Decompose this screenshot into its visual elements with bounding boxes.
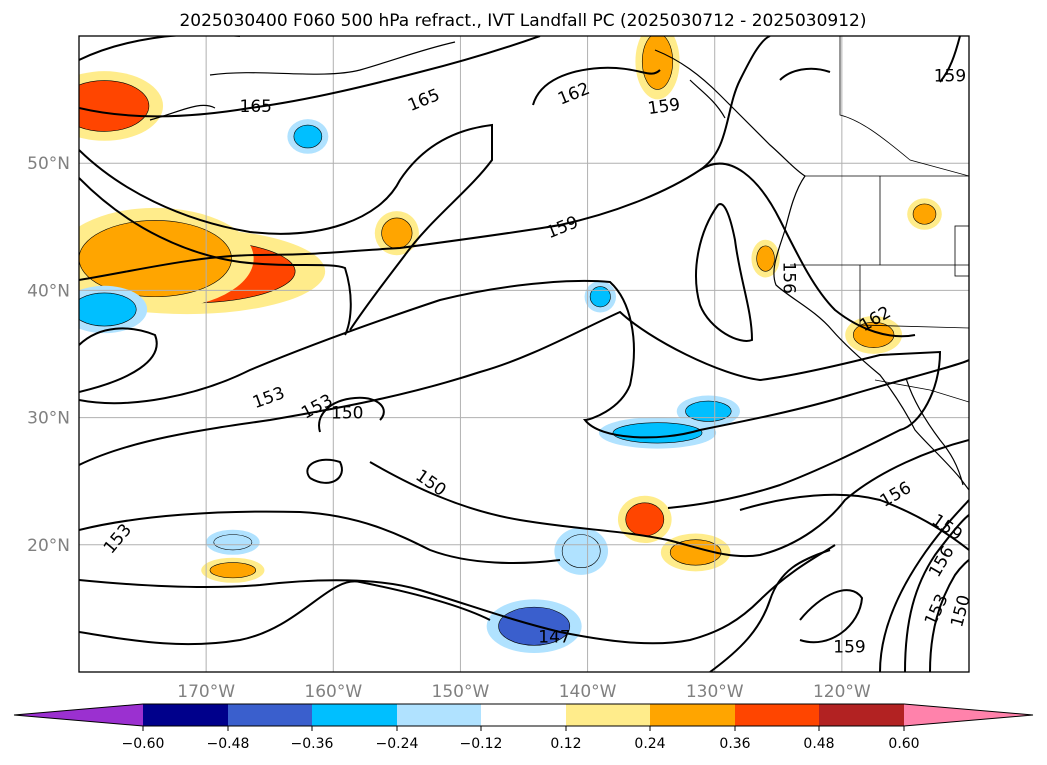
contour-label: 150 [412, 466, 450, 501]
x-tick-label: 120°W [813, 682, 871, 702]
colorbar-swatch [735, 704, 819, 726]
y-tick-label: 20°N [27, 536, 70, 556]
shaded-region [561, 534, 601, 568]
contour-label: 165 [240, 97, 272, 117]
contour-label: 162 [967, 58, 992, 93]
svg-text:165: 165 [405, 85, 443, 116]
contour-label: 159 [833, 638, 865, 658]
contour-label: 159 [968, 418, 998, 455]
contour-label: 147 [538, 627, 570, 647]
x-tick-labels: 170°W 160°W 150°W 140°W 130°W 120°W [177, 682, 871, 702]
colorbar-tick-label: −0.60 [122, 736, 165, 752]
shaded-region [625, 502, 665, 537]
colorbar-swatch [143, 704, 228, 726]
colorbar-swatch [14, 704, 143, 726]
colorbar-tick-label: 0.60 [888, 736, 919, 752]
svg-text:153: 153 [100, 520, 136, 558]
y-tick-label: 30°N [27, 409, 70, 429]
contour-label: 153 [250, 383, 287, 413]
contour-label: 159 [544, 212, 582, 243]
colorbar-swatch [819, 704, 904, 726]
colorbar-swatch [904, 704, 1033, 726]
svg-text:159: 159 [934, 66, 966, 86]
gridlines [79, 36, 969, 672]
svg-text:153: 153 [250, 383, 287, 413]
y-tick-label: 40°N [27, 281, 70, 301]
shaded-region [209, 562, 257, 579]
colorbar-tick-label: −0.12 [460, 736, 503, 752]
svg-text:162: 162 [967, 58, 992, 93]
shaded-region [79, 80, 150, 132]
contour-label: 159 [647, 95, 682, 119]
contour-label: 150 [331, 404, 363, 424]
colorbar-tick-label: 0.48 [803, 736, 834, 752]
colorbar-tick-label: 0.24 [634, 736, 665, 752]
svg-text:159: 159 [833, 638, 865, 658]
shaded-region [641, 36, 674, 90]
colorbar-swatch [312, 704, 397, 726]
x-tick-label: 150°W [432, 682, 490, 702]
contour-label: 165 [405, 85, 443, 116]
contour-lines [79, 36, 969, 672]
map-frame [78, 35, 970, 673]
colorbar-tick-label: −0.24 [376, 736, 419, 752]
colorbar-tick-label: 0.36 [719, 736, 750, 752]
svg-text:159: 159 [544, 212, 582, 243]
coastlines [149, 41, 969, 491]
political-borders [790, 36, 969, 403]
svg-text:159: 159 [647, 95, 682, 119]
svg-text:150: 150 [331, 404, 363, 424]
shaded-region [293, 124, 323, 149]
shaded-region [756, 245, 775, 272]
shaded-region [79, 292, 137, 327]
colorbar-swatch [397, 704, 481, 726]
contour-label: 156 [779, 261, 799, 293]
shaded-region [589, 286, 611, 308]
colorbar-tick-label: −0.48 [207, 736, 250, 752]
shaded-region [213, 534, 253, 551]
contour-label: 159 [934, 66, 966, 86]
colorbar-swatch [650, 704, 735, 726]
y-tick-label: 50°N [27, 154, 70, 174]
x-tick-label: 160°W [304, 682, 362, 702]
shaded-region [669, 539, 722, 566]
svg-text:159: 159 [968, 418, 998, 455]
x-tick-label: 170°W [177, 682, 235, 702]
svg-text:156: 156 [925, 543, 959, 581]
chart-title: 2025030400 F060 500 hPa refract., IVT La… [179, 11, 866, 31]
shaded-region [912, 203, 937, 225]
contour-label: 150 [947, 593, 975, 630]
shaded-region [381, 217, 413, 249]
colorbar-swatch [566, 704, 650, 726]
x-tick-label: 140°W [559, 682, 617, 702]
colorbar-tick-label: 0.12 [550, 736, 581, 752]
svg-text:165: 165 [240, 97, 272, 117]
y-tick-labels: 20°N 30°N 40°N 50°N [27, 154, 70, 556]
svg-text:150: 150 [947, 593, 975, 630]
colorbar-swatch [228, 704, 312, 726]
colorbar: −0.60 −0.48 −0.36 −0.24 −0.12 0.12 0.24 0.36 0.4… [13, 703, 1034, 752]
x-tick-label: 130°W [686, 682, 744, 702]
svg-text:150: 150 [412, 466, 450, 501]
svg-text:156: 156 [779, 261, 799, 293]
shaded-region [685, 400, 732, 422]
svg-text:147: 147 [538, 627, 570, 647]
colorbar-swatch [481, 704, 566, 726]
colorbar-tick-label: −0.36 [291, 736, 334, 752]
